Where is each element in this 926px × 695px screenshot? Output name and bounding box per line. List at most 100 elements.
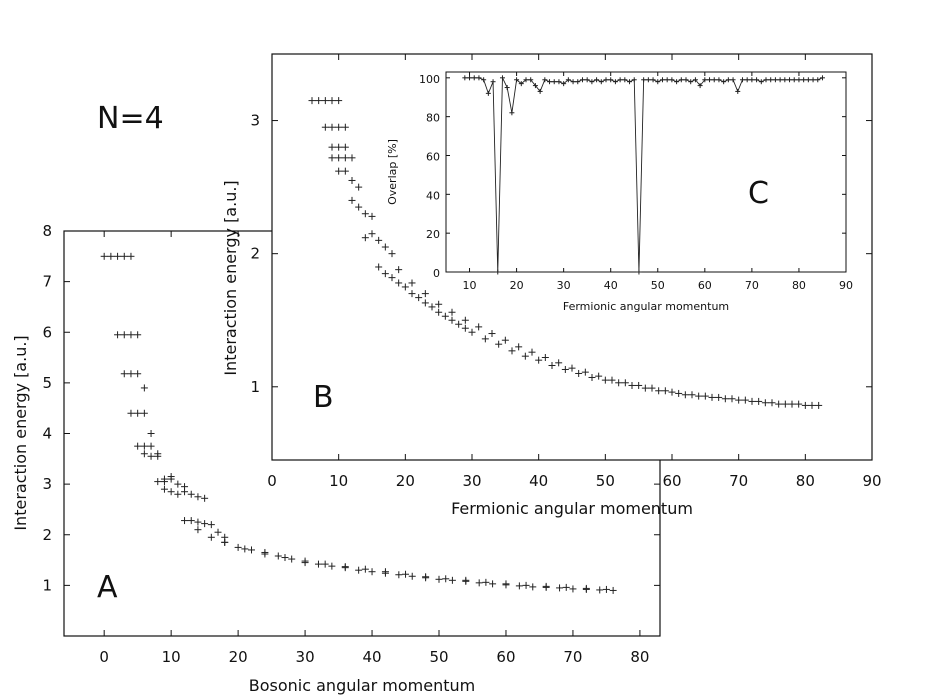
data-point (555, 359, 563, 367)
data-point (107, 252, 115, 260)
data-point (668, 388, 676, 396)
data-point (702, 77, 708, 83)
x-tick-label: 30 (557, 279, 571, 292)
chart-c: 10 20 30 40 50 60 70 80 90 0 20 40 60 80 100 Fermionic… (386, 71, 853, 313)
data-point (174, 480, 182, 488)
data-point (763, 77, 769, 83)
data-point (114, 331, 122, 339)
data-point (201, 494, 209, 502)
data-point (535, 356, 543, 364)
data-point (341, 143, 349, 151)
data-point (187, 517, 195, 525)
chart-a-xlabel: Bosonic angular momentum (249, 676, 475, 695)
data-point (154, 452, 162, 460)
data-point (328, 97, 336, 105)
data-point (127, 409, 135, 417)
data-point (160, 485, 168, 493)
x-tick-label: 60 (496, 648, 515, 666)
data-point (462, 75, 468, 81)
data-point (335, 167, 343, 175)
data-point (594, 77, 600, 83)
data-point (528, 348, 536, 356)
data-point (615, 379, 623, 387)
data-point (528, 77, 534, 83)
data-point (471, 75, 477, 81)
data-point (502, 580, 510, 588)
x-tick-label: 20 (229, 648, 248, 666)
data-point (361, 565, 369, 573)
data-point (321, 97, 329, 105)
data-point (489, 580, 497, 588)
chart-b-ticks: 0 10 20 30 40 50 60 70 80 90 1 2 3 (250, 54, 882, 490)
data-point (754, 77, 760, 83)
data-point (721, 79, 727, 85)
x-tick-label: 40 (604, 279, 618, 292)
x-tick-label: 50 (651, 279, 665, 292)
data-point (261, 550, 269, 558)
data-point (518, 81, 524, 87)
data-point (581, 368, 589, 376)
data-point (777, 77, 783, 83)
chart-c-ylabel: Overlap [%] (386, 139, 399, 205)
data-point (207, 533, 215, 541)
data-point (655, 79, 661, 85)
data-point (348, 154, 356, 162)
data-point (335, 123, 343, 131)
x-tick-label: 60 (662, 472, 681, 490)
data-point (801, 77, 807, 83)
data-point (321, 123, 329, 131)
data-point (805, 77, 811, 83)
y-tick-label: 2 (42, 526, 52, 544)
annotation-n4: N=4 (97, 101, 164, 136)
data-point (361, 234, 369, 242)
data-point (167, 473, 175, 481)
chart-b-xlabel: Fermionic angular momentum (451, 499, 693, 518)
data-point (562, 583, 570, 591)
data-point (707, 77, 713, 83)
y-tick-label: 3 (250, 112, 260, 130)
data-point (194, 526, 202, 534)
data-point (601, 376, 609, 384)
data-point (241, 545, 249, 553)
data-point (321, 560, 329, 568)
data-point (461, 324, 469, 332)
data-point (635, 381, 643, 389)
data-point (523, 77, 529, 83)
data-point (602, 585, 610, 593)
data-point (768, 399, 776, 407)
chart-b-marks (308, 97, 823, 409)
x-tick-label: 30 (462, 472, 481, 490)
data-point (748, 397, 756, 405)
data-point (810, 77, 816, 83)
data-point (711, 77, 717, 83)
data-point (588, 373, 596, 381)
data-point (495, 340, 503, 348)
x-tick-label: 80 (630, 648, 649, 666)
data-point (761, 399, 769, 407)
data-point (375, 236, 383, 244)
data-point (368, 568, 376, 576)
panel-label-a: A (97, 570, 118, 605)
data-point (584, 77, 590, 83)
data-point (395, 279, 403, 287)
data-point (675, 389, 683, 397)
y-tick-label: 20 (426, 228, 440, 241)
data-point (499, 75, 505, 81)
x-tick-label: 0 (267, 472, 277, 490)
x-tick-label: 50 (596, 472, 615, 490)
data-point (114, 252, 122, 260)
data-point (475, 579, 483, 587)
data-point (749, 77, 755, 83)
x-tick-label: 30 (296, 648, 315, 666)
data-point (669, 77, 675, 83)
data-point (547, 79, 553, 85)
data-point (641, 384, 649, 392)
data-point (801, 401, 809, 409)
data-point (201, 520, 209, 528)
panel-label-c: C (748, 176, 769, 211)
data-point (341, 563, 349, 571)
data-point (575, 79, 581, 85)
y-tick-label: 7 (42, 273, 52, 291)
data-point (681, 391, 689, 399)
data-point (688, 79, 694, 85)
